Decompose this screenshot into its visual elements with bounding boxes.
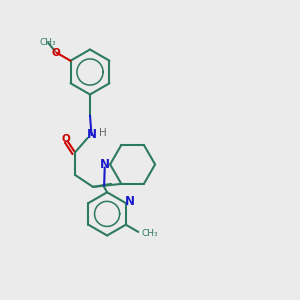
Text: O: O — [52, 47, 61, 58]
Text: O: O — [61, 134, 70, 145]
Text: N: N — [100, 158, 110, 171]
Text: CH₃: CH₃ — [40, 38, 56, 47]
Text: H: H — [99, 128, 107, 138]
Text: CH₃: CH₃ — [141, 229, 158, 238]
Text: N: N — [86, 128, 97, 142]
Text: N: N — [124, 195, 134, 208]
